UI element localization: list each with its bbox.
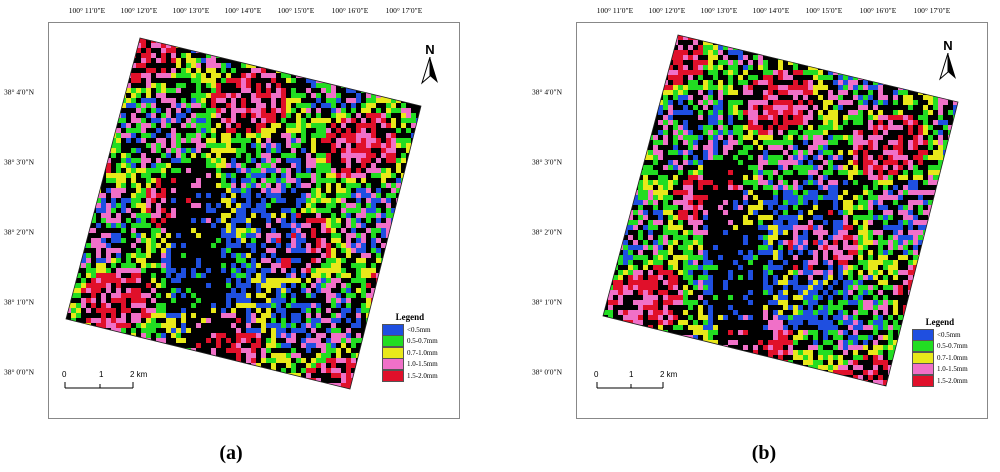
legend-item: 1.5-2.0mm [912,374,968,387]
north-arrow-icon [939,52,956,81]
panel-caption: (a) [219,442,243,464]
scale-label: 2 km [660,370,678,379]
legend-swatch [912,340,934,353]
lon-label: 100° 13′0″E [700,6,738,15]
legend-swatch [912,363,934,376]
legend-item: 1.0-1.5mm [912,363,968,376]
lat-label: 38° 3′0″N [532,157,563,167]
legend-title: Legend [395,312,425,322]
scale-label: 0 [594,370,599,379]
legend-label: 0.7-1.0mm [407,348,438,357]
lon-label: 100° 16′0″E [859,6,897,15]
north-arrow: N [938,38,958,86]
scale-bar-line [64,382,134,389]
panel-caption: (b) [751,442,777,464]
legend-label: 1.0-1.5mm [937,365,968,374]
lon-label: 100° 12′0″E [120,6,158,15]
legend-label: 0.5-0.7mm [407,337,438,346]
legend-item: 0.5-0.7mm [382,335,438,348]
legend-swatch [912,374,934,387]
legend-title: Legend [925,317,955,327]
legend-swatch [382,335,404,348]
lat-label: 38° 3′0″N [4,157,35,167]
lon-label: 100° 13′0″E [172,6,210,15]
scale-label: 0 [62,370,67,379]
north-label: N [943,38,953,53]
lon-label: 100° 16′0″E [331,6,369,15]
legend: Legend <0.5mm 0.5-0.7mm 0.7-1.0mm 1.0-1.… [382,312,438,382]
legend-label: 0.5-0.7mm [937,342,968,351]
legend-item: 0.7-1.0mm [382,346,438,359]
legend-swatch [382,323,404,336]
lat-label: 38° 2′0″N [4,227,35,237]
lon-label: 100° 11′0″E [68,6,106,15]
lon-label: 100° 12′0″E [648,6,686,15]
legend-swatch [912,328,934,341]
legend-item: 0.7-1.0mm [912,351,968,364]
raster-cells [66,38,421,389]
legend-item: <0.5mm [382,323,438,336]
lon-label: 100° 11′0″E [596,6,634,15]
lat-label: 38° 4′0″N [532,87,563,97]
lon-label: 100° 14′0″E [752,6,790,15]
lat-label: 38° 0′0″N [532,367,563,377]
legend-item: 1.5-2.0mm [382,369,438,382]
classified-raster-map [602,34,959,387]
legend-label: 0.7-1.0mm [937,353,968,362]
legend-label: 1.5-2.0mm [937,376,968,385]
scale-label: 1 [629,370,634,379]
lat-label: 38° 1′0″N [4,297,35,307]
scale-bar-line [596,382,664,389]
north-arrow: N [420,42,440,90]
classified-raster-map [65,37,422,390]
lat-label: 38° 2′0″N [532,227,563,237]
lon-label: 100° 17′0″E [385,6,423,15]
legend-label: <0.5mm [937,330,961,339]
panel-a: 100° 11′0″E 100° 12′0″E 100° 13′0″E 100°… [4,6,460,464]
raster-cells [603,35,958,386]
lon-label: 100° 15′0″E [805,6,843,15]
legend-item: 0.5-0.7mm [912,340,968,353]
lon-label: 100° 14′0″E [224,6,262,15]
north-label: N [425,42,435,57]
legend-item: 1.0-1.5mm [382,358,438,371]
scale-label: 1 [99,370,104,379]
scale-label: 2 km [130,370,148,379]
legend-swatch [382,369,404,382]
legend-item: <0.5mm [912,328,968,341]
legend-swatch [912,351,934,364]
north-arrow-icon [421,56,438,85]
panel-b: 100° 11′0″E 100° 12′0″E 100° 13′0″E 100°… [528,0,1000,472]
legend-label: 1.0-1.5mm [407,360,438,369]
lon-label: 100° 15′0″E [277,6,315,15]
lat-label: 38° 4′0″N [4,87,35,97]
lat-label: 38° 1′0″N [532,297,563,307]
lat-label: 38° 0′0″N [4,367,35,377]
lon-label: 100° 17′0″E [913,6,951,15]
legend-swatch [382,358,404,371]
legend-label: 1.5-2.0mm [407,371,438,380]
legend: Legend <0.5mm 0.5-0.7mm 0.7-1.0mm 1.0-1.… [912,317,968,387]
legend-label: <0.5mm [407,325,431,334]
legend-swatch [382,346,404,359]
